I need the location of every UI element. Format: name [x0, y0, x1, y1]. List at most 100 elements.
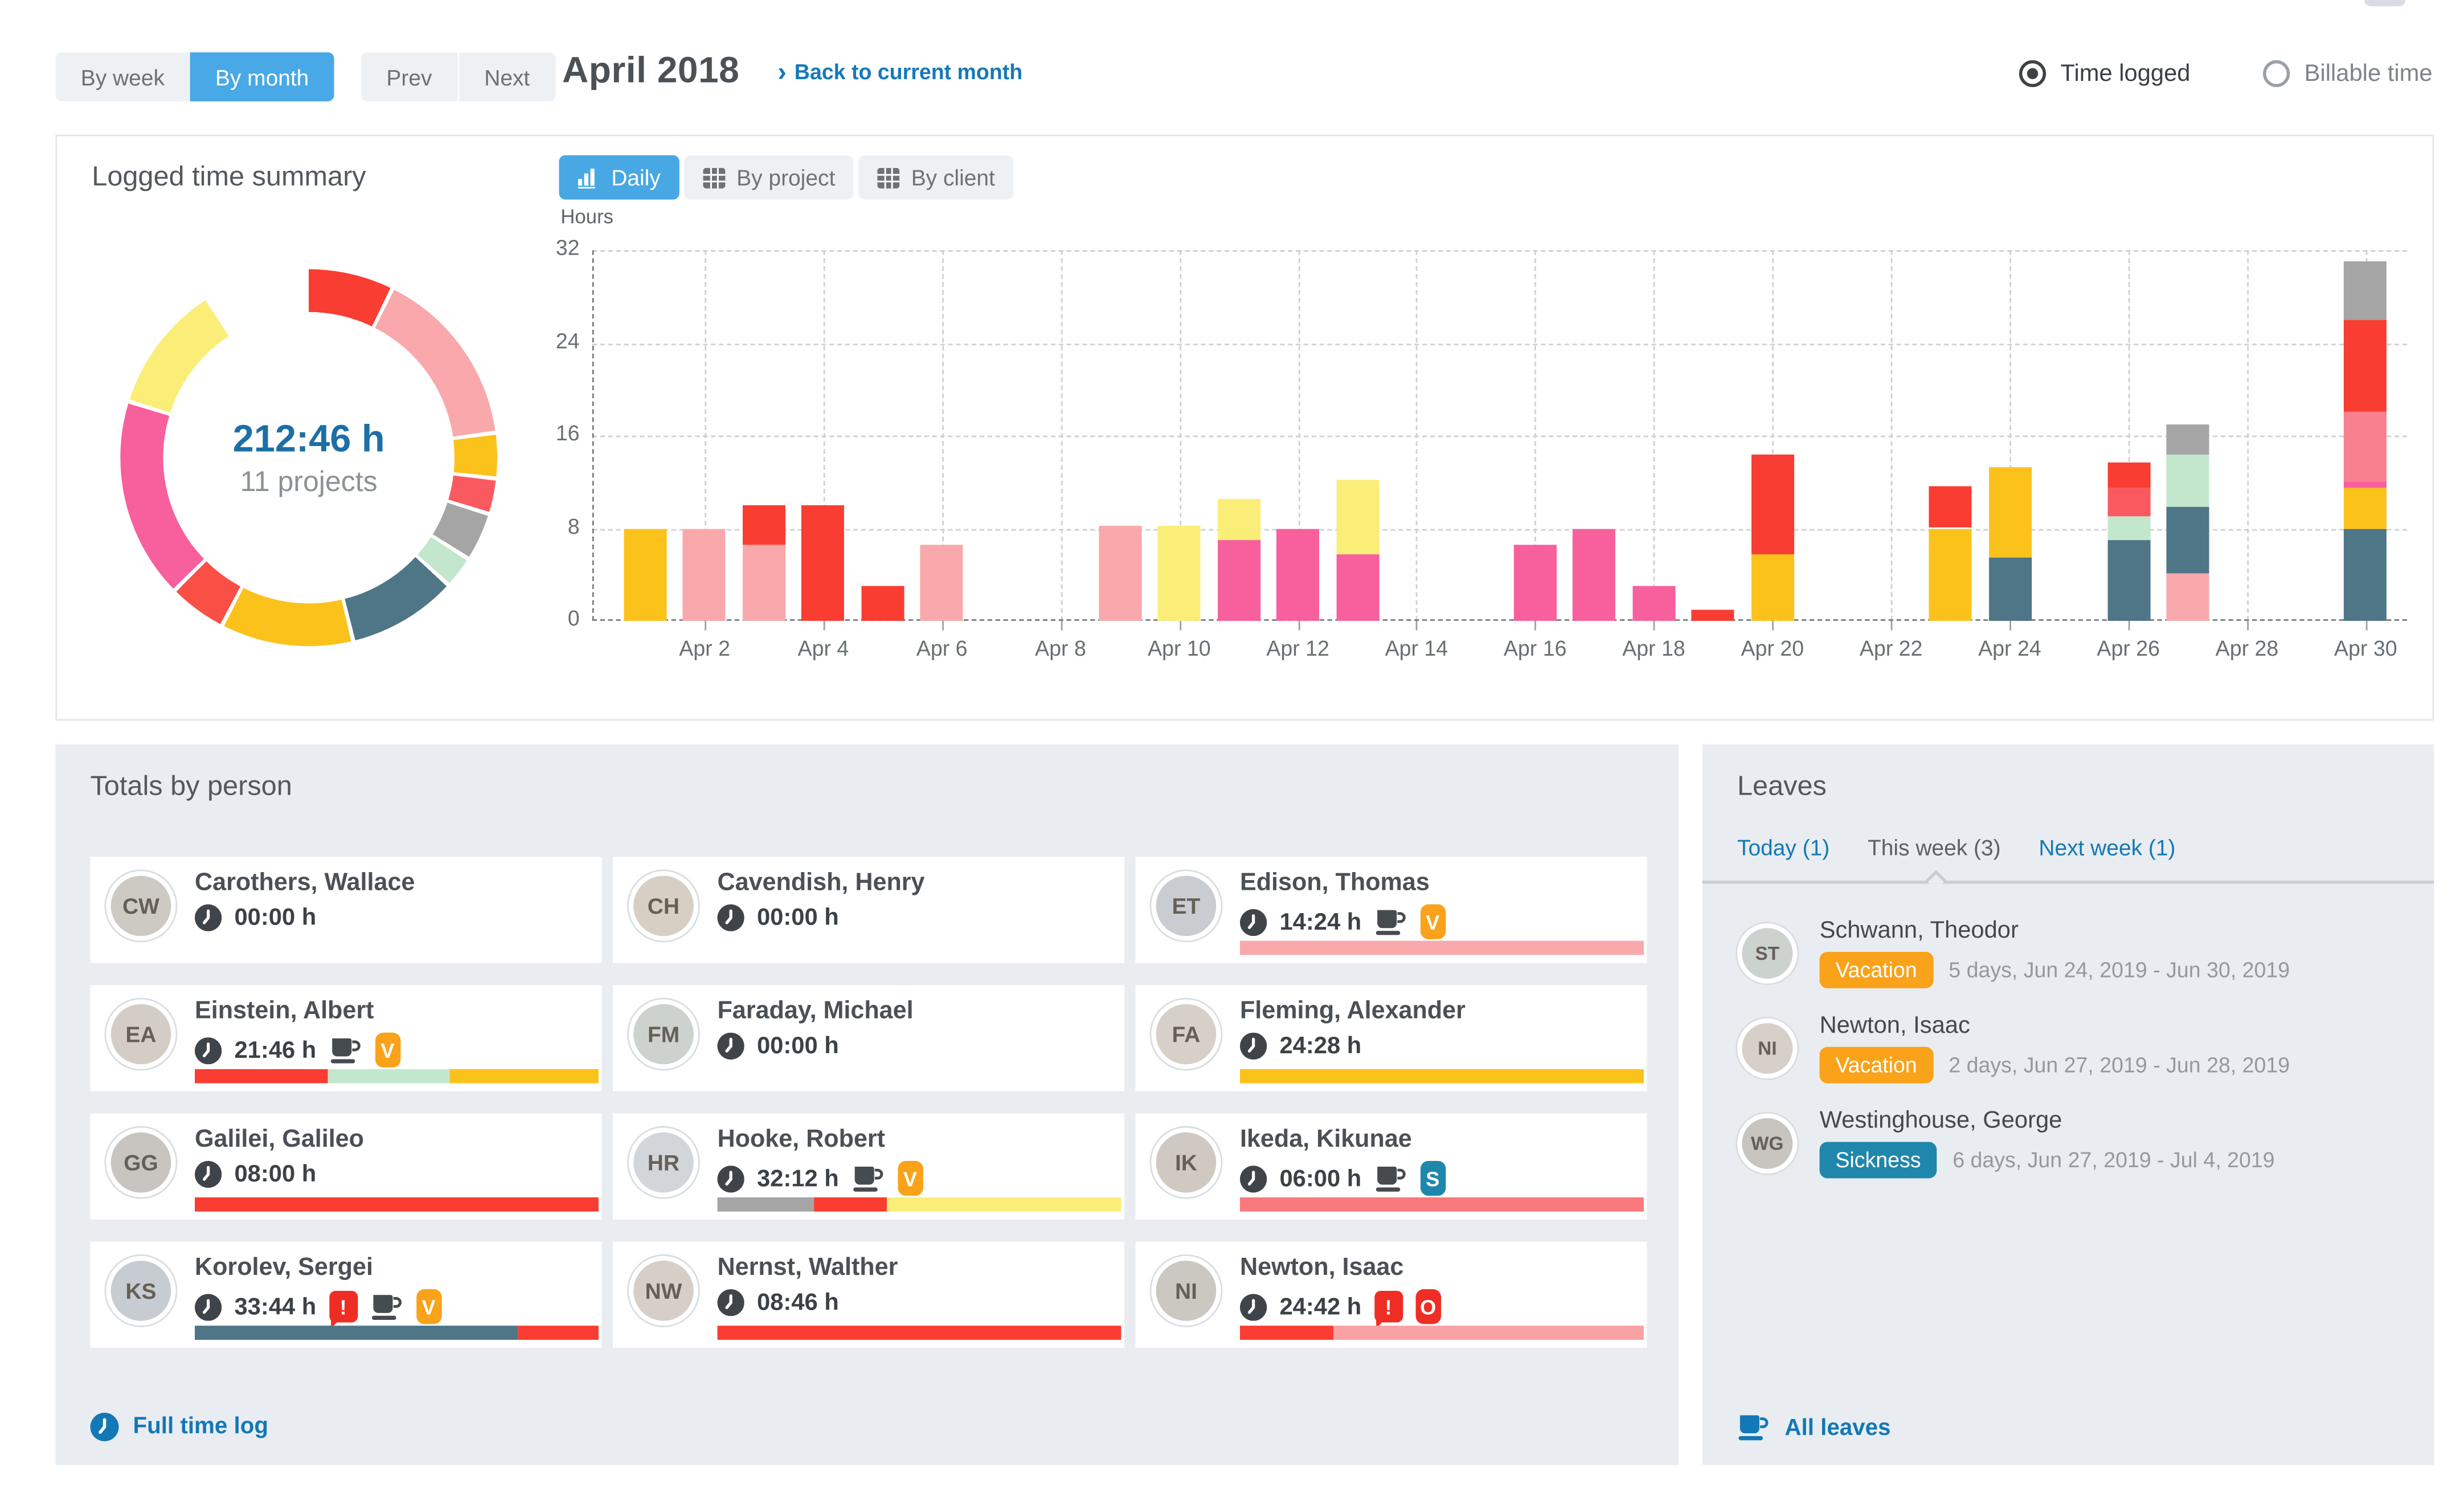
vacation-badge: V [1420, 904, 1446, 939]
person-card[interactable]: FA Fleming, Alexander 24:28 h [1135, 985, 1647, 1091]
bar-segment[interactable] [742, 545, 785, 621]
coffee-icon [1738, 1415, 1769, 1441]
person-card[interactable]: CH Cavendish, Henry 00:00 h [612, 857, 1125, 963]
logged-time-row: 21:46 h V [194, 1032, 400, 1068]
bar-segment[interactable] [1929, 528, 1972, 621]
person-card[interactable]: KS Korolev, Sergei 33:44 h! V [90, 1241, 602, 1348]
bar-segment[interactable] [2344, 411, 2387, 481]
clock-icon [90, 1413, 119, 1442]
bar-segment[interactable] [2166, 507, 2209, 574]
bar-segment[interactable] [2344, 488, 2387, 529]
person-card[interactable]: HR Hooke, Robert 32:12 h V [612, 1113, 1125, 1220]
radio-time-logged[interactable]: Time logged [2019, 60, 2191, 87]
leaves-tab-this-week[interactable]: This week (3) [1867, 835, 2001, 860]
bar-segment[interactable] [1751, 553, 1794, 621]
bar-segment[interactable] [1217, 499, 1260, 540]
x-tick-label: Apr 20 [1741, 636, 1804, 661]
logged-time-row: 24:28 h [1239, 1032, 1361, 1060]
back-to-current-month-link[interactable]: › Back to current month [777, 58, 1022, 84]
bar-segment[interactable] [2344, 261, 2387, 320]
bar-segment[interactable] [742, 505, 785, 546]
bar-segment[interactable] [1336, 479, 1379, 555]
bar-segment[interactable] [2166, 573, 2209, 621]
person-card[interactable]: IK Ikeda, Kikunae 06:00 h S [1135, 1113, 1647, 1220]
person-card[interactable]: EA Einstein, Albert 21:46 h V [90, 985, 602, 1091]
person-name: Einstein, Albert [194, 997, 374, 1025]
next-button[interactable]: Next [457, 52, 555, 101]
full-time-log-link[interactable]: Full time log [90, 1413, 268, 1442]
logged-time-row: 00:00 h [194, 904, 316, 931]
bar-segment[interactable] [1573, 528, 1616, 621]
bar-segment[interactable] [1751, 455, 1794, 554]
all-leaves-label: All leaves [1784, 1415, 1891, 1441]
radio-unselected-icon [2263, 60, 2290, 87]
bar-segment[interactable] [1098, 526, 1141, 621]
bar-segment[interactable] [2344, 528, 2387, 621]
bar-segment[interactable] [2107, 539, 2150, 621]
person-card[interactable]: GG Galilei, Galileo 08:00 h [90, 1113, 602, 1220]
avatar: CW [106, 871, 176, 941]
leave-list-item[interactable]: NI Newton, Isaac Vacation 2 days, Jun 27, 2… [1737, 1009, 2412, 1083]
logged-hours: 21:46 h [234, 1036, 317, 1064]
leaves-tab-today[interactable]: Today (1) [1737, 835, 1830, 860]
by-month-button[interactable]: By month [190, 52, 334, 101]
logged-time-row: 14:24 h V [1239, 904, 1446, 939]
bar-segment[interactable] [920, 545, 964, 621]
coffee-icon [371, 1294, 402, 1319]
bar-segment[interactable] [861, 586, 904, 621]
by-week-button[interactable]: By week [55, 52, 190, 101]
bar-segment[interactable] [1692, 610, 1735, 621]
leaves-tab-next-week[interactable]: Next week (1) [2039, 835, 2176, 860]
bar-segment[interactable] [1217, 539, 1260, 621]
avatar: CH [628, 871, 699, 941]
person-card[interactable]: FM Faraday, Michael 00:00 h [612, 985, 1125, 1091]
logged-hours: 32:12 h [756, 1164, 839, 1192]
logged-time-row: 24:42 h! O [1239, 1289, 1441, 1324]
leave-list-item[interactable]: WG Westinghouse, George Sickness 6 days, Ju… [1737, 1104, 2412, 1179]
person-name: Faraday, Michael [717, 997, 914, 1025]
coffee-icon [1374, 907, 1407, 937]
leave-item-body: Schwann, Theodor Vacation 5 days, Jun 24, … [1819, 914, 2290, 988]
bar-segment[interactable] [1988, 467, 2031, 558]
person-card[interactable]: NI Newton, Isaac 24:42 h! O [1135, 1241, 1647, 1348]
avatar: NI [1737, 1018, 1798, 1079]
project-count: 11 projects [240, 465, 378, 497]
v-gridline [1653, 250, 1656, 621]
bar-segment[interactable] [1632, 586, 1676, 621]
bar-segment[interactable] [2344, 480, 2387, 488]
bar-segment[interactable] [624, 528, 667, 621]
person-card[interactable]: ET Edison, Thomas 14:24 h V [1135, 857, 1647, 963]
avatar: ST [1737, 923, 1798, 984]
logged-time-donut-chart[interactable]: 212:46 h 11 projects [120, 269, 498, 647]
clock-icon [194, 904, 222, 931]
bar-segment[interactable] [2344, 320, 2387, 411]
tab-daily[interactable]: Daily [559, 155, 680, 200]
person-card[interactable]: NW Nernst, Walther 08:46 h [612, 1241, 1125, 1348]
bar-segment[interactable] [2166, 454, 2209, 508]
bar-segment[interactable] [2107, 516, 2150, 540]
bar-segment[interactable] [2166, 424, 2209, 455]
logged-time-row: 00:00 h [717, 1032, 839, 1060]
person-card[interactable]: CW Carothers, Wallace 00:00 h [90, 857, 602, 963]
leave-list-item[interactable]: ST Schwann, Theodor Vacation 5 days, Jun 24… [1737, 914, 2412, 988]
bar-segment[interactable] [1988, 557, 2031, 621]
progress-segment [1333, 1326, 1644, 1340]
bar-segment[interactable] [2107, 488, 2150, 517]
tab-by-client[interactable]: By client [858, 155, 1014, 200]
prev-button[interactable]: Prev [361, 52, 457, 101]
bar-segment[interactable] [1336, 554, 1379, 621]
bar-segment[interactable] [2107, 462, 2150, 488]
bar-segment[interactable] [1276, 528, 1320, 621]
total-hours: 212:46 h [232, 417, 385, 460]
tab-by-project[interactable]: By project [684, 155, 854, 200]
bar-segment[interactable] [683, 528, 726, 621]
bar-segment[interactable] [801, 505, 845, 621]
radio-billable-time[interactable]: Billable time [2263, 60, 2433, 87]
bar-segment[interactable] [1929, 486, 1972, 529]
all-leaves-link[interactable]: All leaves [1737, 1413, 1890, 1443]
bar-segment[interactable] [1513, 545, 1557, 621]
view-switch: By week By month [55, 52, 334, 101]
logged-hours: 00:00 h [756, 1032, 839, 1060]
alert-badge: ! [1374, 1290, 1403, 1323]
bar-segment[interactable] [1157, 526, 1201, 621]
